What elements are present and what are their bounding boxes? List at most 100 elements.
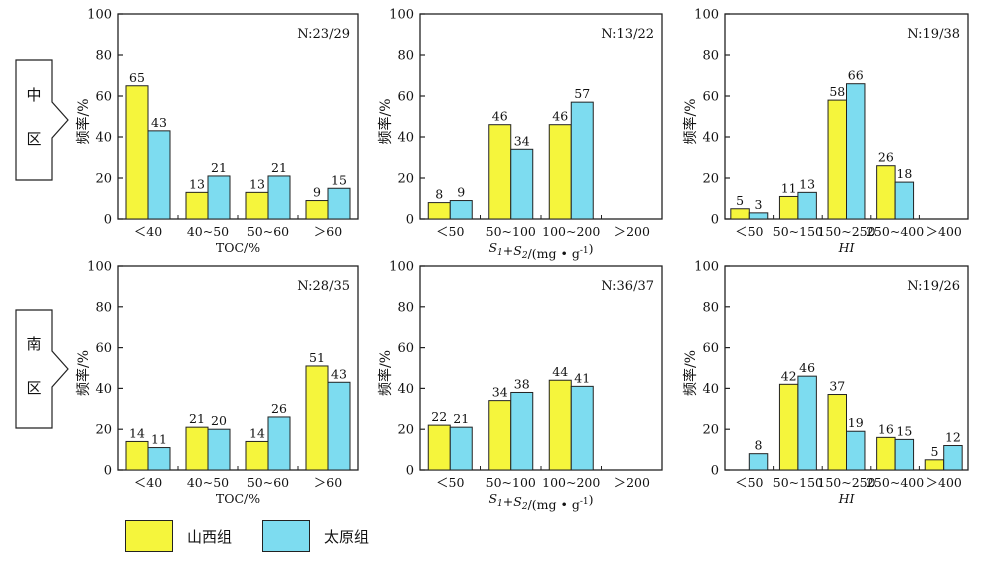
legend-taiyuan: 太原组 [262, 520, 369, 552]
bar-shanxi [185, 426, 209, 471]
bar-shanxi [730, 208, 750, 220]
bar-shanxi [185, 191, 209, 220]
data-label: 66 [848, 68, 864, 83]
data-label: 26 [878, 150, 894, 165]
y-tick-label: 80 [702, 300, 719, 315]
y-tick-label: 80 [397, 49, 414, 64]
data-label: 9 [313, 185, 321, 200]
region-marker-1: 中区 [15, 59, 69, 181]
data-label: 21 [453, 411, 469, 426]
bar-shanxi [125, 85, 149, 220]
x-tick-label: 250~400 [866, 475, 924, 490]
data-label: 42 [781, 368, 797, 383]
x-tick-label: ＜50 [436, 224, 464, 239]
x-tick-label: 50~60 [247, 475, 289, 490]
data-label: 13 [249, 176, 265, 191]
y-tick-label: 40 [397, 382, 414, 397]
data-label: 43 [151, 115, 167, 130]
y-tick-label: 0 [711, 464, 719, 479]
y-tick-label: 100 [694, 260, 719, 275]
y-tick-label: 0 [104, 464, 112, 479]
bar-taiyuan [449, 426, 473, 471]
legend-shanxi: 山西组 [125, 520, 232, 552]
y-tick-label: 60 [702, 341, 719, 356]
x-tick-label: 100~200 [542, 224, 600, 239]
bar-shanxi [427, 424, 451, 471]
n-label: N:28/35 [297, 279, 350, 294]
bar-taiyuan [267, 416, 291, 471]
y-tick-label: 20 [95, 423, 112, 438]
bar-taiyuan [846, 83, 866, 220]
data-label: 15 [331, 172, 347, 187]
bar-shanxi [488, 124, 512, 220]
data-label: 41 [574, 370, 590, 385]
data-label: 11 [781, 180, 797, 195]
x-axis-label: S1+S2/(mg • g-1) [488, 491, 593, 512]
x-tick-label: ＜40 [134, 475, 162, 490]
y-tick-label: 0 [406, 213, 414, 228]
data-label: 5 [930, 444, 938, 459]
region-arrow-shape [15, 59, 69, 181]
bar-shanxi [245, 191, 269, 220]
bar-shanxi [876, 436, 896, 471]
y-tick-label: 80 [95, 49, 112, 64]
data-label: 20 [211, 413, 227, 428]
panel-4: 0 20 40 60 80 100 ＜40 14 11 40~50 21 20 50~60 14 26 ＞60… [75, 260, 359, 506]
data-label: 57 [574, 86, 590, 101]
data-label: 46 [552, 109, 568, 124]
y-tick-label: 60 [397, 341, 414, 356]
y-axis-label: 频率/% [682, 350, 699, 396]
data-label: 8 [435, 187, 443, 202]
y-tick-label: 20 [397, 423, 414, 438]
y-tick-label: 40 [702, 131, 719, 146]
y-tick-label: 0 [711, 213, 719, 228]
data-label: 19 [848, 415, 864, 430]
x-tick-label: 40~50 [187, 224, 229, 239]
bar-taiyuan [570, 385, 594, 471]
x-tick-label: 50~150 [773, 475, 823, 490]
data-label: 26 [271, 401, 287, 416]
panel-5: 0 20 40 60 80 100 ＜50 22 21 50~100 34 38 100~200 44 41… [377, 260, 663, 512]
region-label-char: 中 [26, 86, 41, 104]
y-tick-label: 40 [397, 131, 414, 146]
data-label: 8 [755, 438, 763, 453]
legend-swatch-shanxi [125, 520, 173, 552]
x-tick-label: ＜50 [436, 475, 464, 490]
bar-taiyuan [207, 175, 231, 220]
data-label: 46 [492, 109, 508, 124]
y-tick-label: 100 [694, 8, 719, 23]
bar-shanxi [827, 99, 847, 220]
data-label: 21 [189, 411, 205, 426]
x-tick-label: ＞200 [614, 224, 650, 239]
data-label: 16 [878, 421, 894, 436]
bar-taiyuan [207, 428, 231, 471]
x-axis-label: HI [838, 240, 856, 255]
legend-label-taiyuan: 太原组 [324, 527, 370, 546]
bar-taiyuan [327, 187, 351, 220]
x-tick-label: ＞60 [314, 475, 342, 490]
x-tick-label: 50~60 [247, 224, 289, 239]
y-axis-label: 频率/% [377, 350, 394, 396]
x-tick-label: ＞400 [926, 224, 962, 239]
n-label: N:23/29 [297, 27, 350, 42]
y-tick-label: 20 [397, 172, 414, 187]
data-label: 38 [514, 376, 530, 391]
bar-shanxi [548, 124, 572, 220]
y-tick-label: 40 [95, 131, 112, 146]
x-tick-label: ＞200 [614, 475, 650, 490]
x-tick-label: ＜50 [735, 475, 763, 490]
y-tick-label: 60 [95, 341, 112, 356]
n-label: N:19/26 [907, 279, 960, 294]
bar-shanxi [778, 195, 799, 220]
x-axis-label: HI [838, 491, 856, 506]
data-label: 44 [552, 364, 568, 379]
y-tick-label: 80 [397, 300, 414, 315]
data-label: 9 [457, 185, 465, 200]
bar-shanxi [125, 440, 149, 471]
bar-shanxi [827, 394, 847, 471]
data-label: 65 [129, 70, 145, 85]
n-label: N:36/37 [601, 279, 654, 294]
data-label: 3 [755, 197, 763, 212]
